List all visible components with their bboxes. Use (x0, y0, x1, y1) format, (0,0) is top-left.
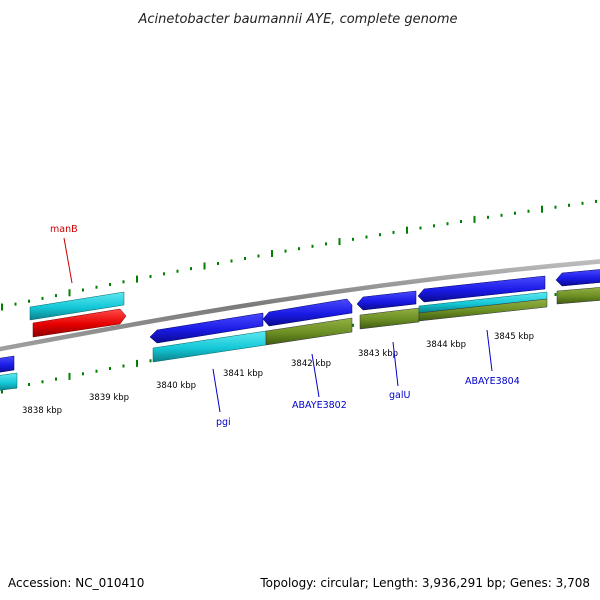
rrna-red-feature[interactable] (32, 308, 127, 338)
tick-label-3838: 3838 kbp (22, 406, 62, 416)
tick-label-3840: 3840 kbp (156, 381, 196, 391)
cds-cyan-manB-region[interactable] (29, 291, 125, 321)
tick-label-3843: 3843 kbp (358, 349, 398, 359)
tick-label-3844: 3844 kbp (426, 340, 466, 350)
gene-label-ABAYE3802[interactable]: ABAYE3802 (292, 400, 347, 411)
gene-label-ABAYE3804[interactable]: ABAYE3804 (465, 376, 520, 387)
accession-text: Accession: NC_010410 (8, 576, 145, 590)
cds-cyan-left-edge[interactable] (0, 372, 18, 391)
tick-label-3842: 3842 kbp (291, 359, 331, 369)
leader-ABAYE3804 (486, 329, 493, 372)
leader-galU (392, 341, 399, 387)
outer-tick-ring (1, 199, 597, 311)
tick-label-3839: 3839 kbp (89, 393, 129, 403)
leader-pgi (212, 368, 221, 413)
leader-ABAYE3802 (311, 353, 320, 398)
feature-olive-galU[interactable] (359, 307, 420, 330)
gene-label-pgi[interactable]: pgi (216, 417, 231, 428)
scale-labels: 3838 kbp 3839 kbp 3840 kbp 3841 kbp 3842… (22, 332, 534, 416)
gene-labels: manB pgi ABAYE3802 galU ABAYE3804 (50, 224, 520, 428)
reverse-strand-features (0, 287, 600, 391)
feature-olive-right-edge[interactable] (556, 287, 600, 305)
genome-backbone (0, 259, 600, 352)
cds-ABAYE3802-forward[interactable] (262, 298, 353, 327)
cds-right-edge-forward[interactable] (555, 269, 600, 287)
tick-label-3841: 3841 kbp (223, 369, 263, 379)
feature-olive-ABAYE3802[interactable] (265, 317, 353, 346)
cds-pgi-forward[interactable] (149, 312, 264, 344)
gene-label-galU[interactable]: galU (389, 390, 410, 401)
feature-olive-ABAYE3804[interactable] (418, 298, 548, 322)
leader-manB (63, 237, 73, 284)
cds-left-edge-forward[interactable] (0, 355, 15, 373)
cds-galU-forward[interactable] (356, 290, 417, 311)
forward-strand-features (0, 269, 600, 373)
topology-text: Topology: circular; Length: 3,936,291 bp… (260, 576, 590, 590)
gene-label-manB[interactable]: manB (50, 224, 78, 235)
map-title: Acinetobacter baumannii AYE, complete ge… (137, 12, 457, 27)
cds-ABAYE3804-forward[interactable] (417, 275, 546, 303)
tick-label-3845: 3845 kbp (494, 332, 534, 342)
